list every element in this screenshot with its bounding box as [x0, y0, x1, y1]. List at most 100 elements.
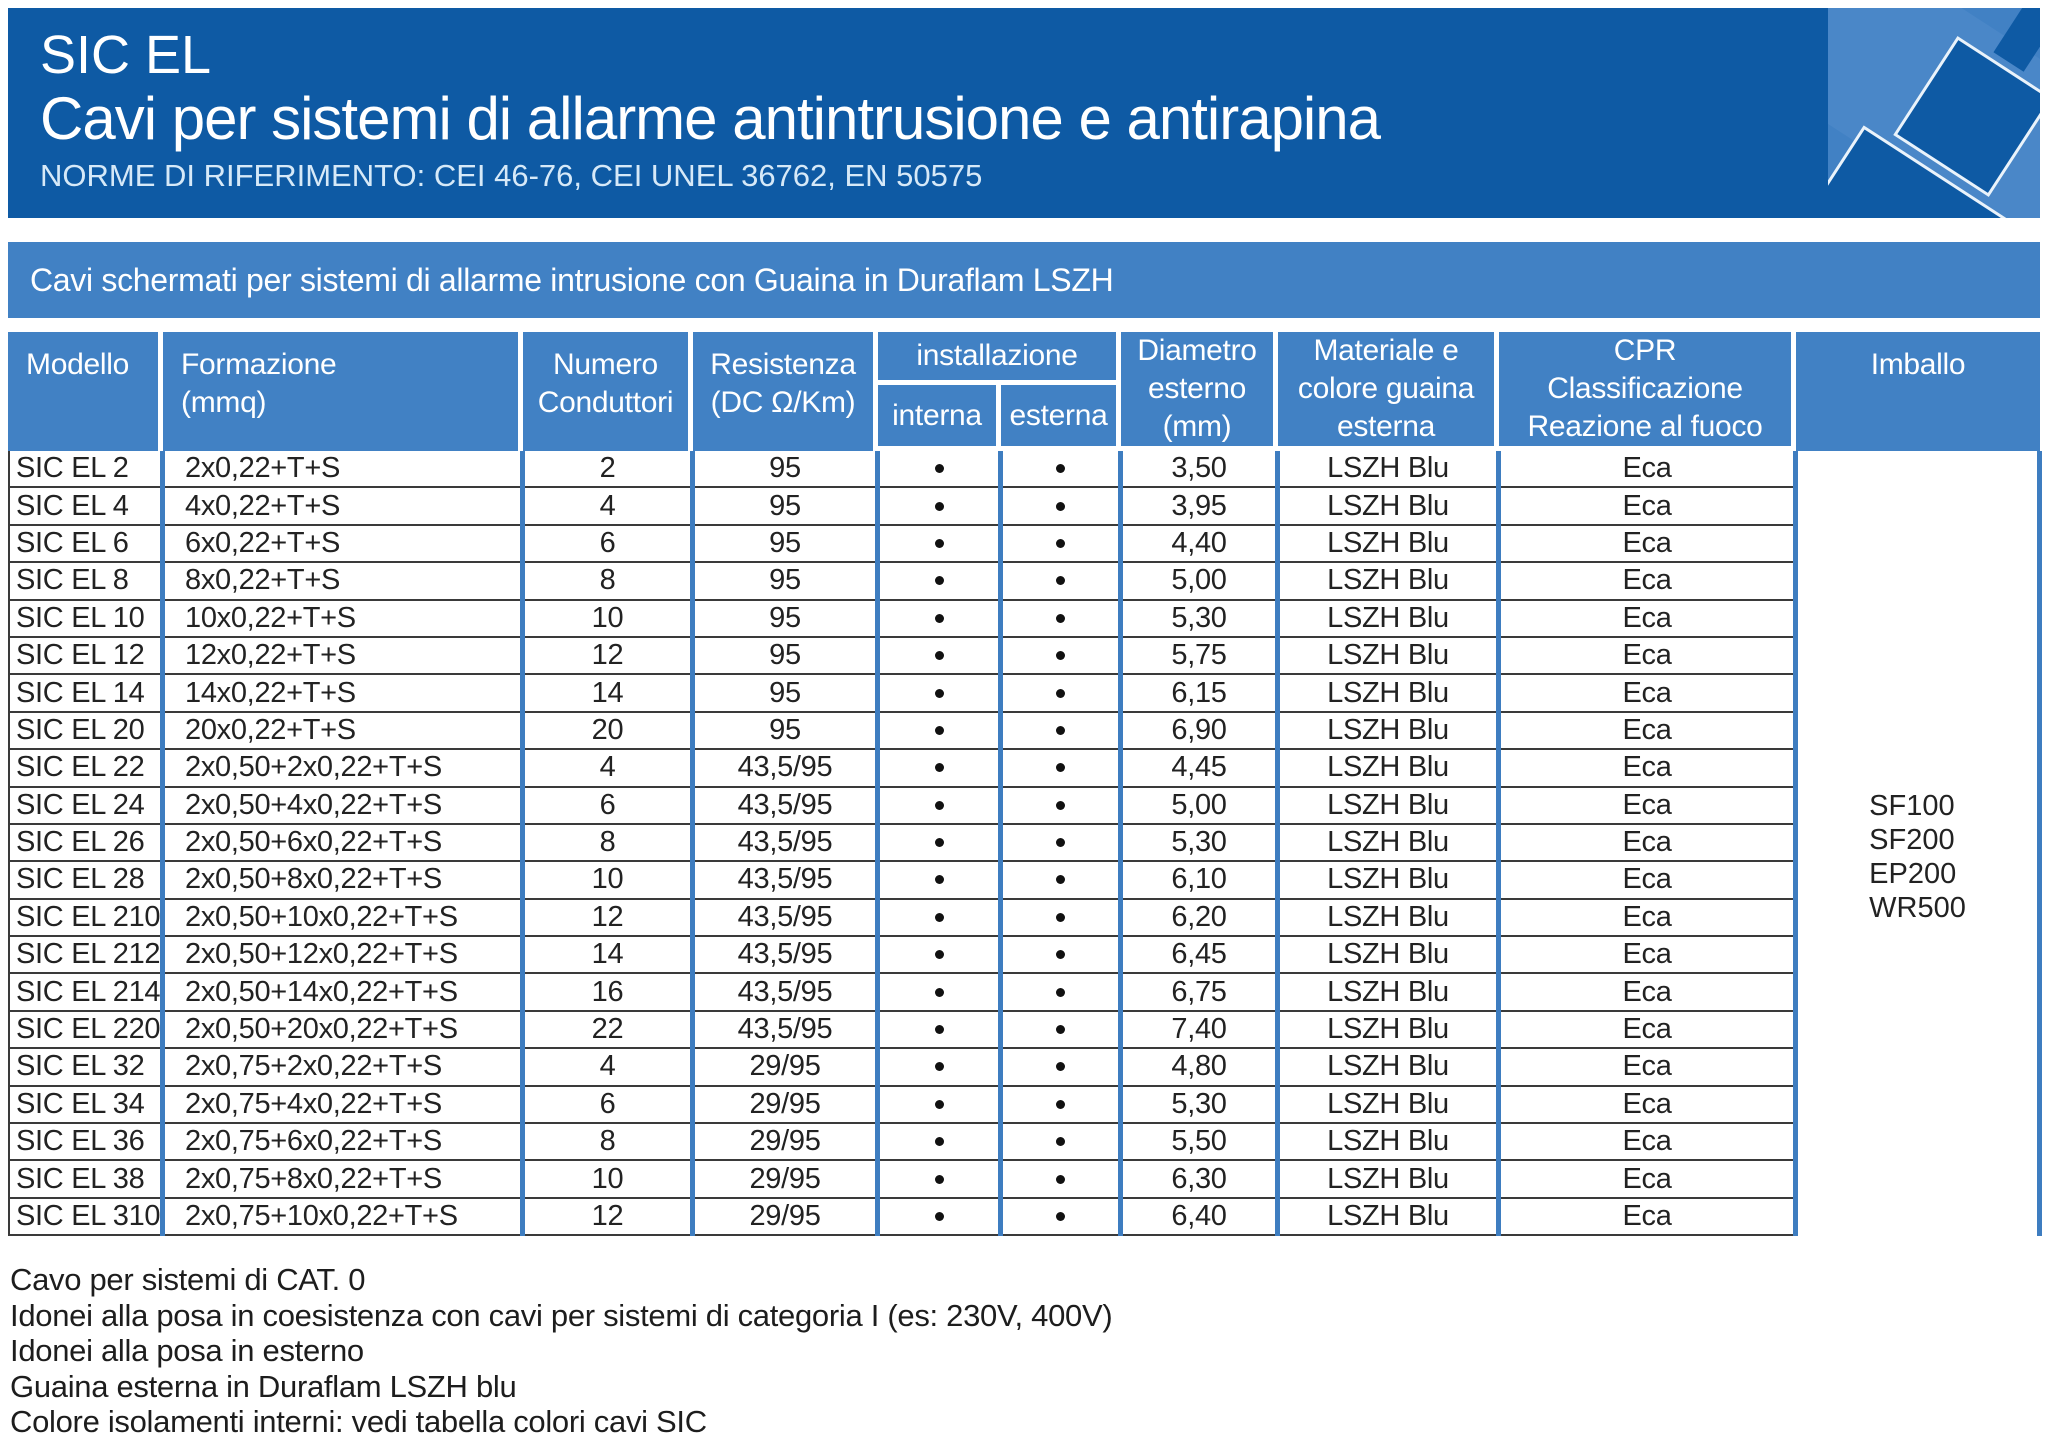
cell-installazione-esterna [1003, 787, 1118, 825]
imballo-cell: SF100 SF200 EP200 WR500 [1798, 451, 2042, 1237]
cell-installazione-esterna [1003, 899, 1118, 938]
cell-cpr: Eca [1501, 899, 1793, 938]
cell-guaina: LSZH Blu [1280, 1011, 1496, 1050]
cell-guaina: LSZH Blu [1280, 974, 1496, 1012]
cell-modello: SIC EL 36 [10, 1124, 160, 1162]
cell-cpr: Eca [1501, 974, 1793, 1012]
cell-cpr: Eca [1501, 712, 1793, 751]
section-bar-label: Cavi schermati per sistemi di allarme in… [30, 261, 1114, 298]
cell-guaina: LSZH Blu [1280, 862, 1496, 900]
cell-modello: SIC EL 212 [10, 937, 161, 975]
cell-installazione-esterna [1003, 637, 1118, 676]
cell-resistenza: 95 [695, 488, 875, 526]
cell-diametro: 6,45 [1123, 937, 1275, 975]
cell-installazione-interna [880, 937, 998, 975]
section-bar: Cavi schermati per sistemi di allarme in… [8, 242, 2040, 318]
cell-cpr: Eca [1501, 563, 1793, 601]
imballo-item: EP200 [1869, 857, 1957, 890]
cell-modello: SIC EL 32 [10, 1049, 160, 1087]
column-header-modello: Modello [8, 332, 158, 460]
cell-installazione-esterna [1003, 1198, 1118, 1237]
cell-installazione-esterna [1003, 824, 1118, 863]
imballo-list: SF100 SF200 EP200 WR500 [1869, 789, 1966, 925]
cell-formazione: 2x0,50+8x0,22+T+S [165, 862, 520, 900]
cell-resistenza: 29/95 [695, 1049, 875, 1087]
cell-numero-conduttori: 8 [525, 824, 690, 863]
cell-resistenza: 29/95 [695, 1124, 875, 1162]
cell-cpr: Eca [1501, 1011, 1793, 1050]
cell-formazione: 2x0,22+T+S [165, 451, 520, 489]
cell-installazione-interna [880, 1086, 998, 1125]
cell-modello: SIC EL 20 [10, 712, 160, 751]
cell-diametro: 5,00 [1123, 563, 1275, 601]
cell-guaina: LSZH Blu [1280, 488, 1496, 526]
cell-resistenza: 43,5/95 [695, 899, 875, 938]
cell-numero-conduttori: 22 [525, 1011, 690, 1050]
cell-resistenza: 95 [695, 600, 875, 638]
cell-modello: SIC EL 4 [10, 488, 160, 526]
cell-resistenza: 43,5/95 [695, 824, 875, 863]
cell-formazione: 2x0,50+4x0,22+T+S [165, 787, 520, 825]
cell-guaina: LSZH Blu [1280, 1198, 1496, 1237]
cell-installazione-esterna [1003, 1124, 1118, 1162]
cell-numero-conduttori: 8 [525, 1124, 690, 1162]
installation-dot [1056, 501, 1065, 511]
cell-formazione: 2x0,75+8x0,22+T+S [165, 1161, 520, 1199]
cell-modello: SIC EL 22 [10, 750, 160, 788]
cell-numero-conduttori: 14 [525, 937, 690, 975]
cell-formazione: 6x0,22+T+S [165, 525, 520, 564]
cell-guaina: LSZH Blu [1280, 1049, 1496, 1087]
installation-dot [1056, 838, 1065, 848]
product-name: SIC EL [40, 25, 212, 85]
cell-installazione-interna [880, 637, 998, 676]
installation-dot [1056, 651, 1065, 661]
cell-resistenza: 29/95 [695, 1198, 875, 1237]
installation-dot [934, 464, 944, 474]
cell-diametro: 3,50 [1123, 451, 1275, 489]
cell-cpr: Eca [1501, 750, 1793, 788]
installation-dot [934, 1137, 944, 1147]
installation-dot [934, 613, 944, 623]
installation-dot [934, 1025, 944, 1035]
cell-resistenza: 95 [695, 451, 875, 489]
cell-installazione-interna [880, 824, 998, 863]
cell-installazione-interna [880, 1198, 998, 1237]
imballo-item: SF100 [1869, 789, 1955, 822]
column-header-diametro: Diametro esterno (mm) [1121, 332, 1273, 446]
cell-installazione-interna [880, 712, 998, 751]
footnote-line: Cavo per sistemi di CAT. 0 [10, 1262, 366, 1297]
cell-installazione-esterna [1003, 1161, 1118, 1199]
cell-formazione: 2x0,50+2x0,22+T+S [165, 750, 520, 788]
cell-formazione: 12x0,22+T+S [165, 637, 520, 676]
cell-guaina: LSZH Blu [1280, 525, 1496, 564]
cell-numero-conduttori: 14 [525, 675, 690, 713]
column-header-interna: interna [878, 385, 996, 446]
cell-guaina: LSZH Blu [1280, 937, 1496, 975]
cell-cpr: Eca [1501, 525, 1793, 564]
cell-installazione-interna [880, 451, 998, 489]
cell-formazione: 14x0,22+T+S [165, 675, 520, 713]
cell-numero-conduttori: 6 [525, 525, 690, 564]
cell-modello: SIC EL 6 [10, 525, 160, 564]
cell-cpr: Eca [1501, 1049, 1793, 1087]
cell-diametro: 4,45 [1123, 750, 1275, 788]
installation-dot [1056, 1062, 1065, 1072]
column-header-materiale: Materiale e colore guaina esterna [1278, 332, 1494, 446]
cell-installazione-interna [880, 600, 998, 638]
cell-installazione-interna [880, 1124, 998, 1162]
cell-guaina: LSZH Blu [1280, 637, 1496, 676]
cell-formazione: 20x0,22+T+S [165, 712, 520, 751]
installation-dot [1056, 875, 1065, 885]
cell-diametro: 6,40 [1123, 1198, 1275, 1237]
installation-dot [934, 912, 944, 922]
cell-numero-conduttori: 20 [525, 712, 690, 751]
cell-installazione-esterna [1003, 974, 1118, 1012]
cell-modello: SIC EL 214 [10, 974, 161, 1012]
installation-dot [934, 875, 944, 885]
cell-guaina: LSZH Blu [1280, 1161, 1496, 1199]
cell-diametro: 5,30 [1123, 1086, 1275, 1125]
cell-installazione-esterna [1003, 937, 1118, 975]
cell-resistenza: 95 [695, 675, 875, 713]
cell-installazione-interna [880, 1011, 998, 1050]
cell-resistenza: 29/95 [695, 1086, 875, 1125]
